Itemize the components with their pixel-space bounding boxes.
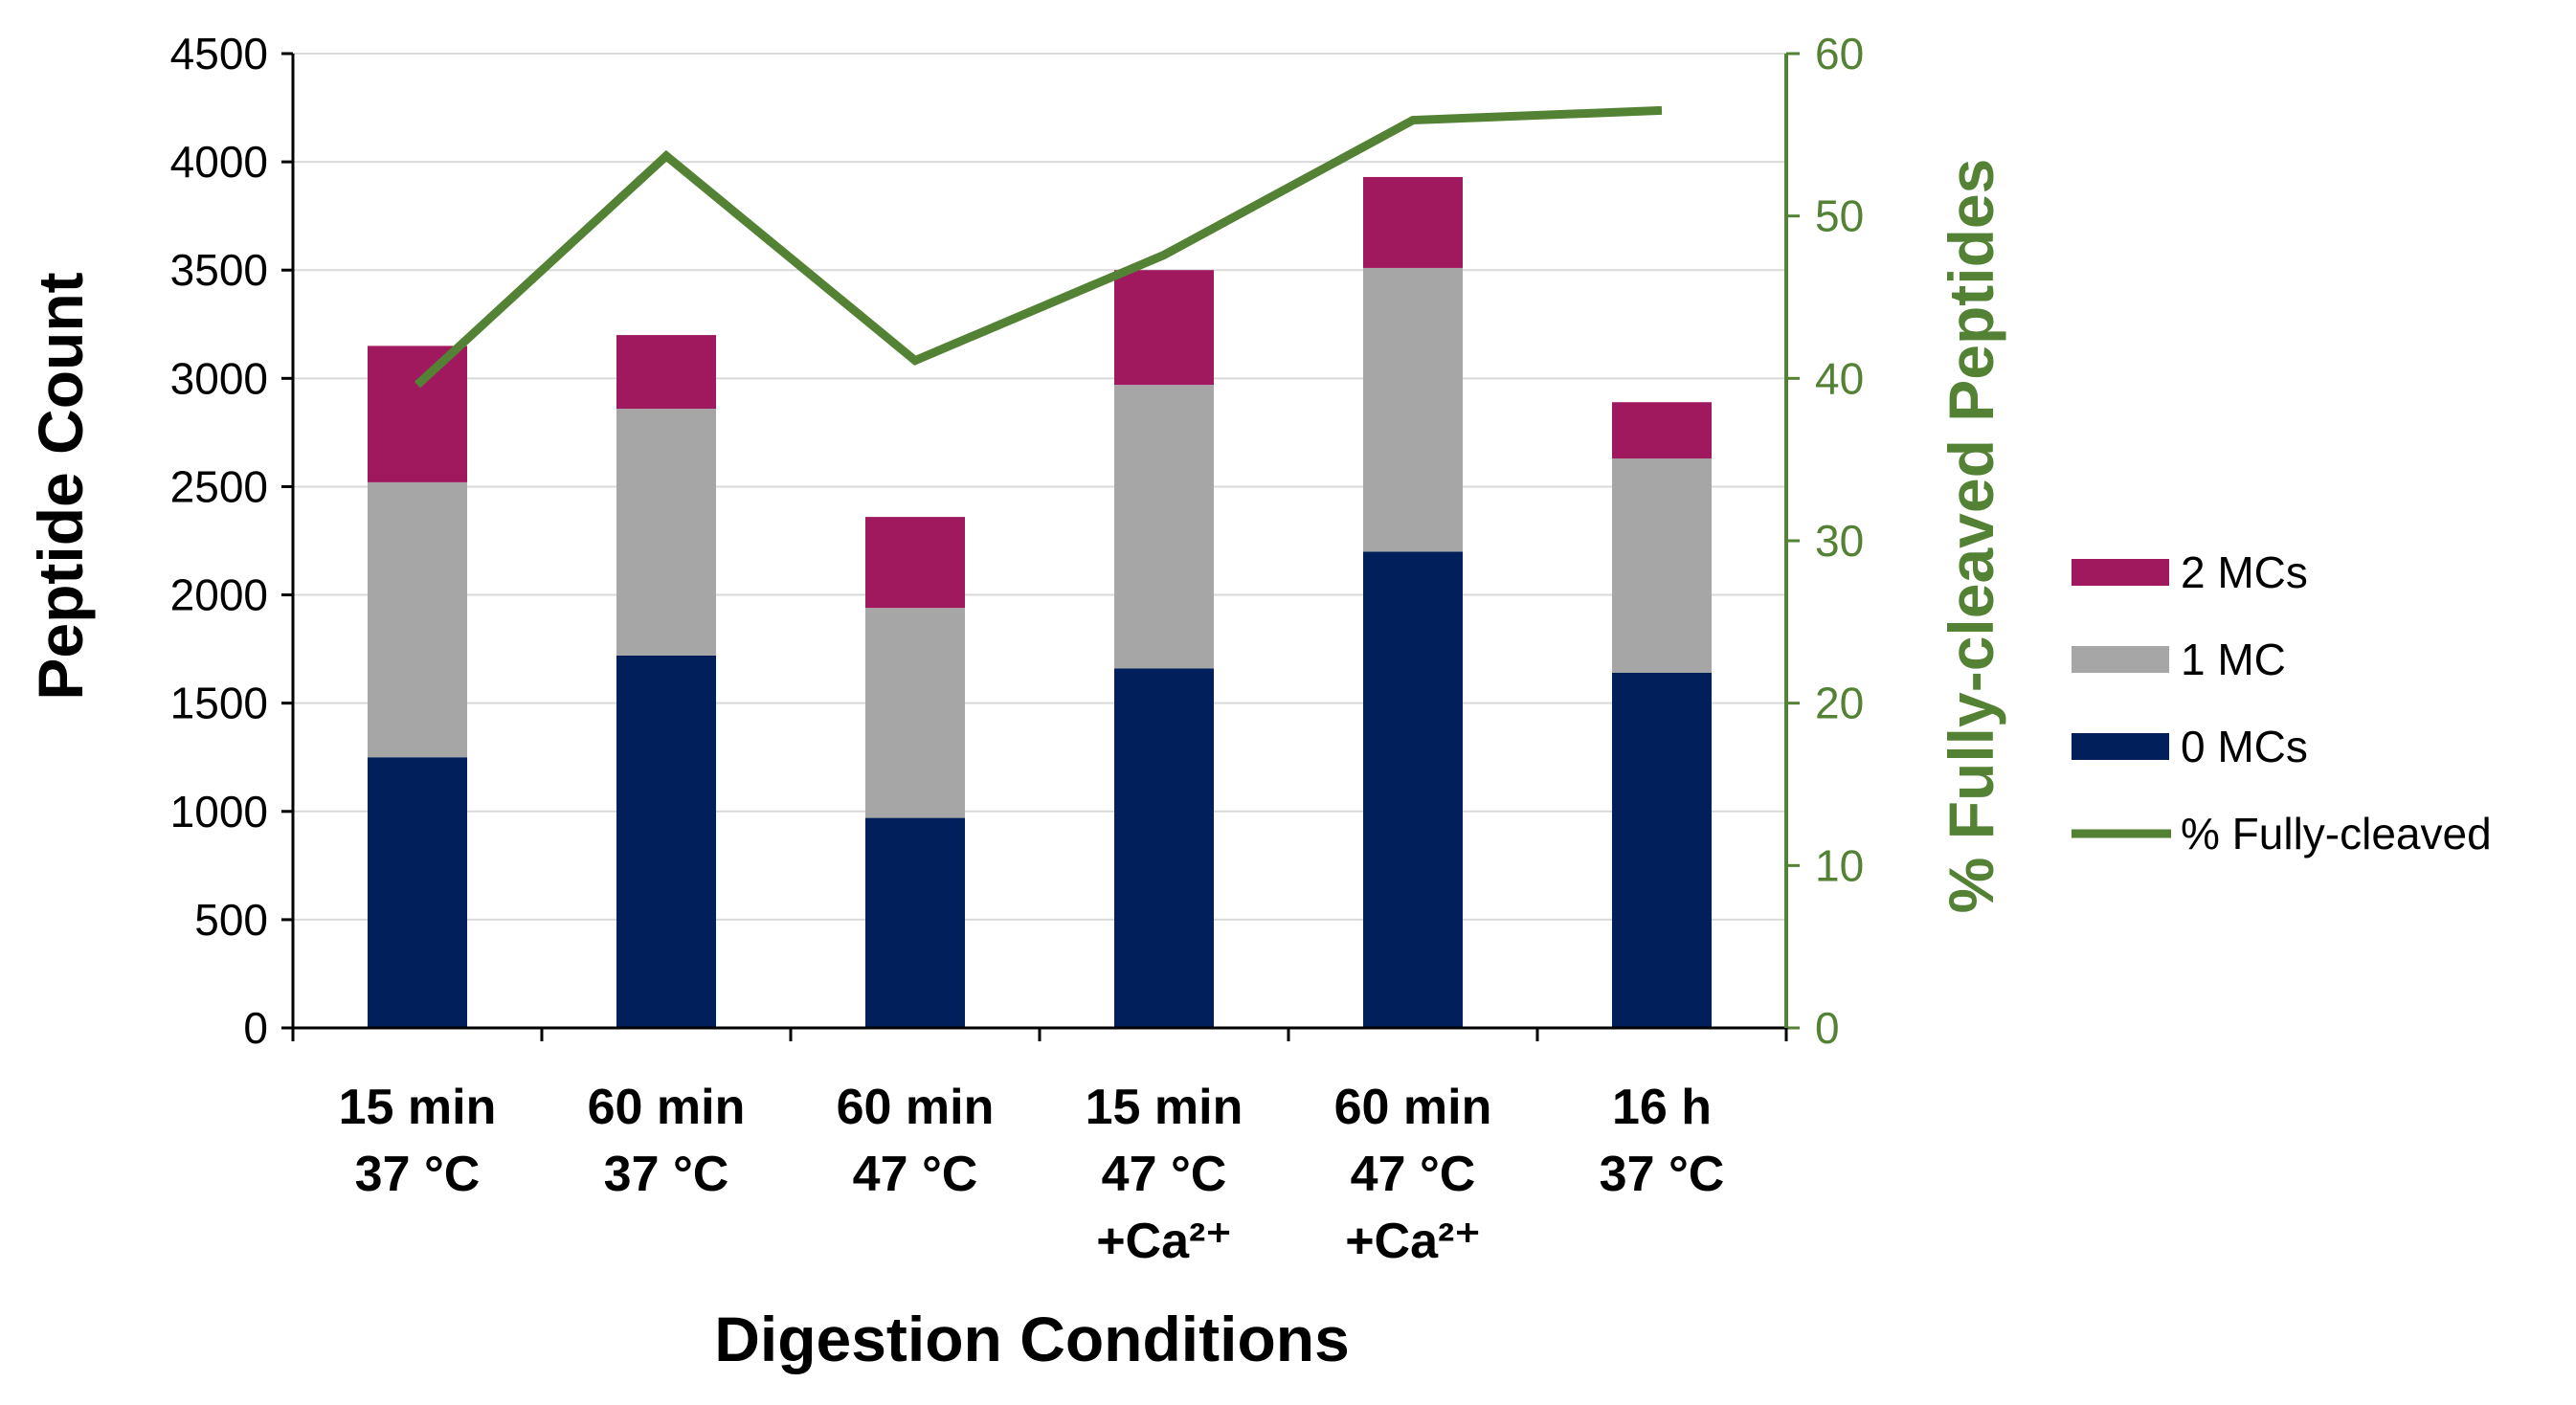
category-labels: 15 min 37 °C 60 min 37 °C 60 min 47 °C 15 min 4… — [339, 1080, 1725, 1269]
legend-swatch — [2072, 559, 2169, 586]
x-tick-label: 60 min 47 °C — [837, 1080, 995, 1202]
y2-tick-label: 40 — [1815, 353, 1864, 403]
x-tick-label: 15 min 47 °C +Ca²⁺ — [1086, 1080, 1243, 1269]
y2-tick-label: 50 — [1815, 191, 1864, 241]
bar-2-mcs-2 — [865, 517, 965, 609]
bar-2-mcs-4 — [1363, 176, 1463, 268]
y-tick-label: 3000 — [170, 353, 268, 403]
bar-0-mcs-2 — [865, 817, 965, 1028]
y2-tick-label: 60 — [1815, 29, 1864, 78]
bar-0-mcs-5 — [1612, 672, 1712, 1028]
tick-labels: 0 500 1000 1500 2000 2500 3000 3500 4000 4500 0 10 2… — [170, 29, 1865, 1053]
y-tick-label: 2500 — [170, 461, 268, 511]
x-tick-label: 15 min 37 °C — [339, 1080, 497, 1202]
bar-2-mcs-1 — [616, 335, 716, 410]
y-tick-label: 0 — [243, 1003, 268, 1053]
bar-2-mcs-0 — [368, 346, 467, 482]
legend-swatch — [2072, 733, 2169, 760]
bar-1-mc-0 — [368, 481, 467, 758]
y2-tick-label: 30 — [1815, 516, 1864, 566]
bar-1-mc-4 — [1363, 267, 1463, 552]
y2-tick-label: 0 — [1815, 1003, 1840, 1053]
y2-tick-label: 10 — [1815, 840, 1864, 890]
y2-axis-title: % Fully-cleaved Peptides — [1936, 159, 2006, 914]
y-tick-label: 4000 — [170, 137, 268, 187]
bar-2-mcs-3 — [1114, 270, 1214, 386]
legend-label: 2 MCs — [2181, 547, 2308, 597]
x-tick-label: 16 h 37 °C — [1600, 1080, 1725, 1202]
legend: 2 MCs 1 MC 0 MCs % Fully-cleaved — [2072, 547, 2492, 859]
bar-0-mcs-3 — [1114, 668, 1214, 1028]
bar-0-mcs-4 — [1363, 551, 1463, 1028]
bar-2-mcs-5 — [1612, 402, 1712, 459]
x-axis-title: Digestion Conditions — [714, 1304, 1350, 1374]
y-tick-label: 3500 — [170, 245, 268, 295]
line-fully-cleaved — [414, 105, 1663, 389]
x-tick-label: 60 min 47 °C +Ca²⁺ — [1334, 1080, 1492, 1269]
bar-1-mc-5 — [1612, 458, 1712, 673]
x-tick-label: 60 min 37 °C — [588, 1080, 746, 1202]
y-tick-label: 1000 — [170, 787, 268, 836]
legend-swatch — [2072, 646, 2169, 673]
legend-label: % Fully-cleaved — [2181, 809, 2492, 859]
bar-0-mcs-1 — [616, 655, 716, 1028]
y-tick-label: 1500 — [170, 679, 268, 728]
legend-label: 0 MCs — [2181, 722, 2308, 771]
legend-label: 1 MC — [2181, 635, 2286, 684]
bar-1-mc-1 — [616, 409, 716, 656]
y-tick-label: 4500 — [170, 29, 268, 78]
bar-1-mc-3 — [1114, 385, 1214, 669]
y-tick-label: 500 — [194, 895, 268, 945]
gridlines — [293, 53, 1786, 921]
y-axis-title: Peptide Count — [25, 272, 96, 700]
axes — [281, 52, 1800, 1041]
bars — [368, 176, 1712, 1028]
y-tick-label: 2000 — [170, 570, 268, 620]
y2-tick-label: 20 — [1815, 679, 1864, 728]
fully-cleaved-line — [414, 105, 1663, 389]
bar-0-mcs-0 — [368, 757, 467, 1028]
bar-1-mc-2 — [865, 608, 965, 818]
